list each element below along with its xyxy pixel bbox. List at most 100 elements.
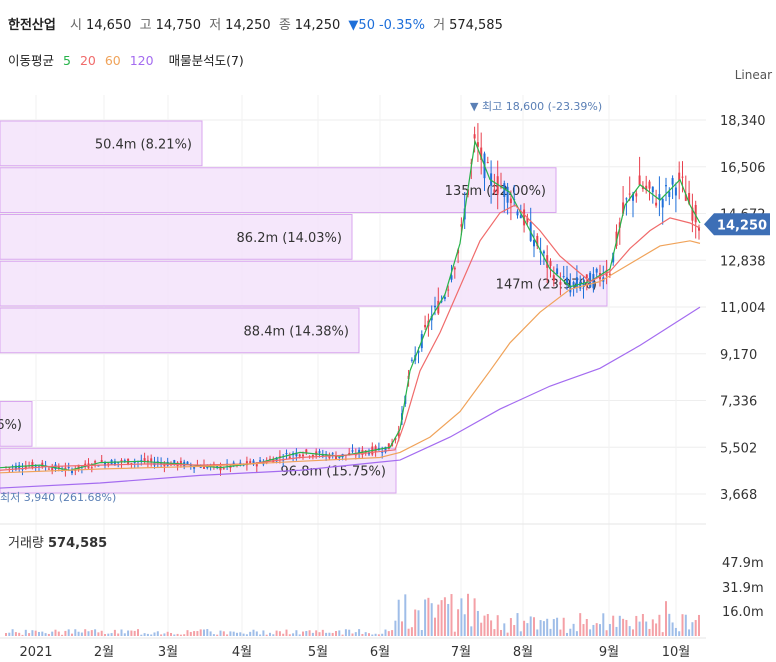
volume-bar [113, 629, 116, 636]
volume-bar [493, 629, 496, 636]
volume-bar [140, 634, 143, 636]
price-axis-label: 16,506 [720, 161, 766, 176]
candle-body [443, 296, 446, 299]
candle-body [437, 300, 440, 314]
volume-bar [348, 629, 351, 636]
candle-body [533, 239, 535, 247]
volume-bar [536, 629, 539, 636]
volume-bar [104, 634, 106, 636]
ma60-line [0, 240, 701, 474]
volume-bar [311, 632, 314, 636]
volume-bar [18, 632, 21, 636]
volume-profile-label: 96.8m (15.75%) [281, 465, 386, 480]
candle-body [536, 235, 539, 247]
volume-bar [305, 630, 308, 636]
scale-toggle[interactable]: Linear [734, 68, 772, 82]
min-price-label: 최저 3,940 (261.68%) [0, 491, 116, 504]
price-axis-label: 7,336 [720, 395, 757, 410]
candle-body [18, 465, 21, 469]
volume-bar [447, 603, 450, 636]
candle-body [140, 460, 143, 462]
volume-bar [374, 633, 377, 636]
volume-bar [397, 599, 400, 636]
price-axis-label: 3,668 [720, 488, 757, 503]
volume-bar [503, 623, 506, 636]
time-axis-label: 2021 [19, 645, 52, 660]
volume-bar [107, 633, 110, 636]
volume-bar [381, 633, 384, 636]
volume-profile-bar [0, 167, 557, 213]
volume-bar [519, 631, 522, 636]
candle-body [648, 181, 651, 189]
volume-bar [351, 633, 354, 636]
ma-legend[interactable]: 이동평균 5 20 60 120 매물분석도(7) [8, 50, 249, 69]
candle-body [295, 452, 298, 457]
candle-body [222, 468, 225, 470]
volume-bar [302, 631, 304, 636]
candle-body [655, 202, 658, 206]
candle-body [493, 189, 496, 193]
candle-body [338, 456, 341, 458]
candle-body [255, 464, 258, 467]
volume-bar [476, 610, 479, 636]
volume-bar [457, 609, 460, 636]
volume-bar [678, 631, 681, 636]
volume-bar [625, 619, 628, 636]
high-value: 14,750 [155, 18, 202, 33]
candle-body [668, 191, 671, 197]
volume-profile-legend[interactable]: 매물분석도(7) [168, 53, 244, 68]
ma20-line [0, 204, 701, 471]
time-axis-label: 8월 [513, 645, 533, 660]
volume-bar [420, 630, 423, 636]
candle-body [688, 192, 691, 204]
volume-bar [605, 630, 608, 636]
volume-bar [64, 630, 67, 636]
volume-bar [239, 632, 242, 636]
ma120-line [0, 306, 701, 489]
volume-bar [509, 618, 512, 636]
volume-bar [166, 631, 169, 636]
volume-bar [216, 634, 219, 636]
volume-bar [335, 630, 337, 636]
volume-bar [143, 633, 146, 636]
candle-body [120, 460, 123, 463]
candle-body [681, 176, 684, 178]
volume-bar [249, 631, 252, 636]
volume-bar [199, 629, 202, 636]
volume-bar [427, 597, 430, 636]
volume-bar [318, 632, 321, 636]
candle-body [130, 463, 133, 465]
volume-bar [533, 617, 535, 636]
volume-bar [51, 631, 54, 636]
volume-bar [189, 631, 192, 636]
volume-bar [674, 627, 677, 636]
candle-body [665, 185, 667, 187]
volume-bar [665, 601, 667, 636]
volume-profile-label: 10.2m (1.66%) [0, 418, 22, 433]
candle-body [249, 461, 252, 465]
volume-bar [292, 633, 295, 636]
volume-bar [222, 631, 225, 636]
candle-body [476, 142, 479, 147]
volume-bar [648, 628, 651, 636]
volume-bar [691, 622, 694, 636]
volume-bar [285, 629, 288, 636]
volume-bar [681, 614, 684, 636]
change-value: ▼50 [348, 18, 375, 33]
volume-bar [308, 630, 311, 636]
volume-bar [526, 623, 529, 636]
volume-bar [595, 623, 598, 636]
volume-bar [232, 631, 235, 636]
volume-bar [262, 630, 265, 636]
volume-bar [77, 631, 80, 636]
volume-bar [127, 630, 130, 636]
volume-bar [11, 629, 14, 636]
time-axis-label: 10월 [662, 645, 691, 660]
candle-body [90, 467, 93, 469]
candle-body [480, 147, 483, 160]
volume-bar [460, 598, 463, 636]
volume-bar [453, 631, 456, 636]
volume-bar [361, 633, 364, 636]
volume-bar [417, 610, 420, 636]
